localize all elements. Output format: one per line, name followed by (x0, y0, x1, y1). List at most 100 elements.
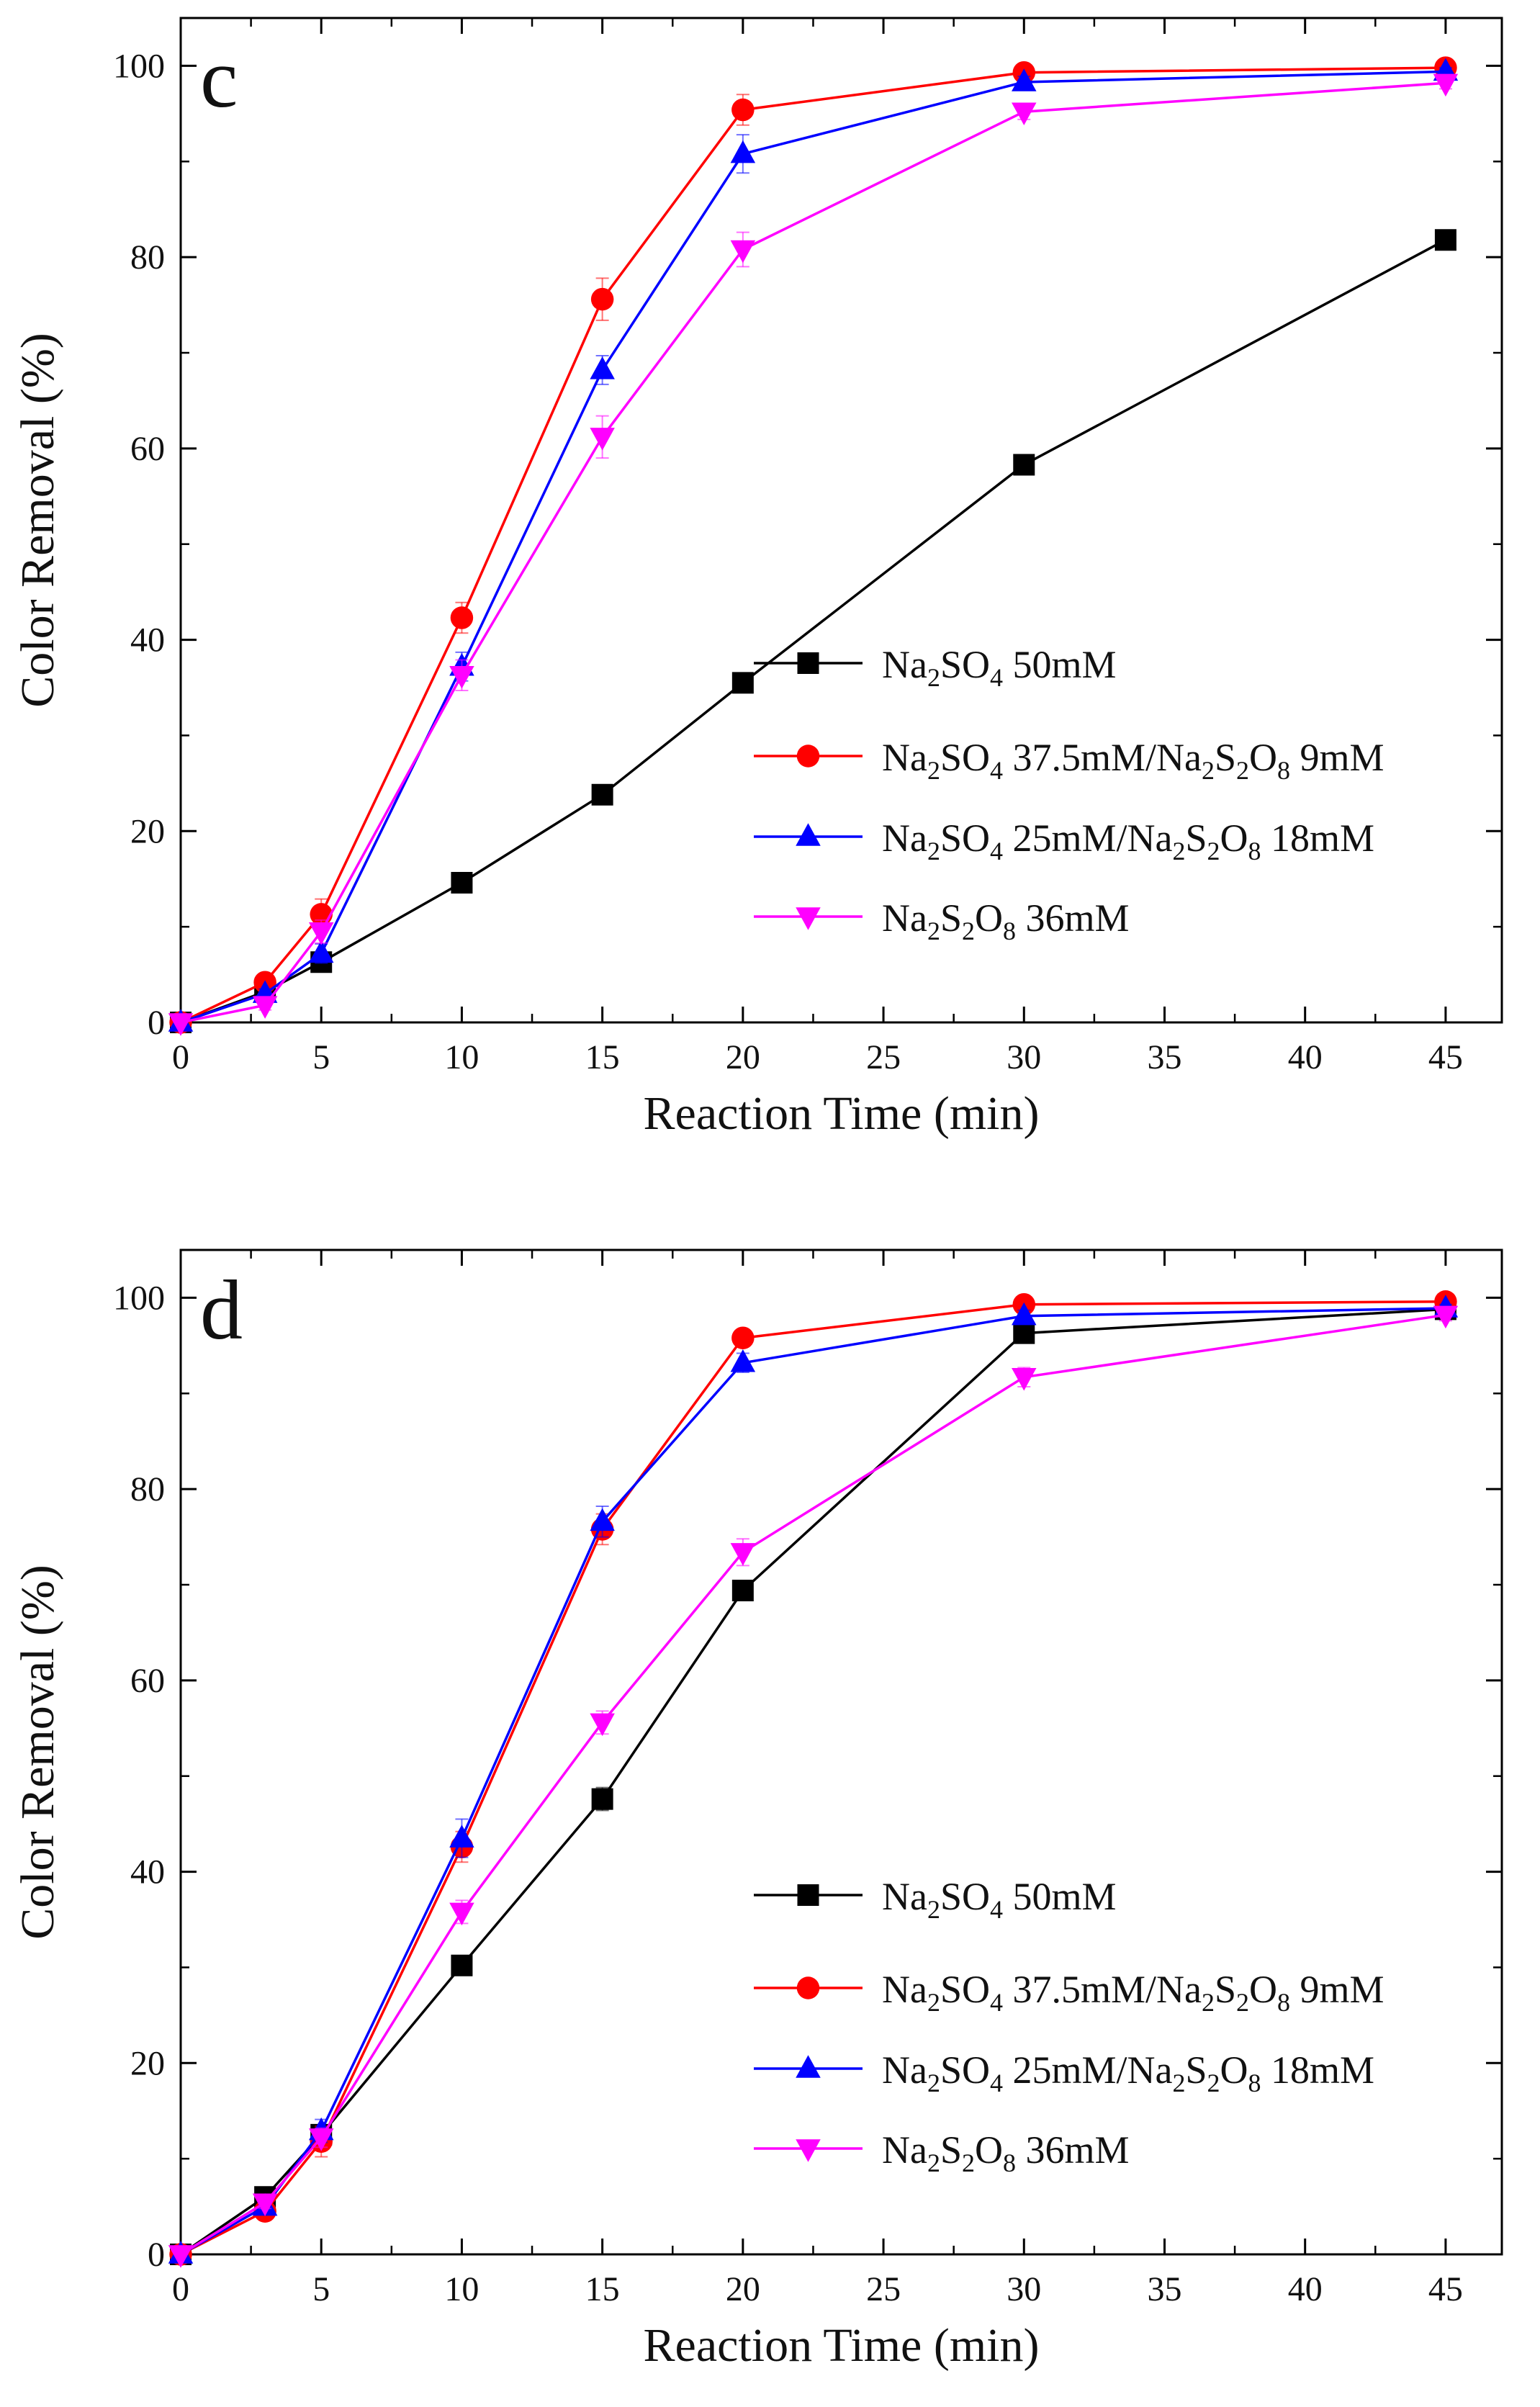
y-axis-title: Color Removal (%) (12, 1565, 64, 1940)
legend-subscript: 2 (927, 663, 940, 692)
y-tick-label: 40 (130, 1853, 165, 1891)
legend-subscript: 4 (990, 756, 1003, 785)
x-tick-label: 0 (172, 1038, 189, 1076)
legend-subscript: 4 (990, 837, 1003, 865)
series-0 (170, 1298, 1456, 2265)
legend-label: Na2SO4 50mM (882, 1875, 1117, 1924)
legend-label: Na2SO4 37.5mM/Na2S2O8 9mM (882, 1968, 1384, 2017)
series-line (180, 66, 1446, 1024)
legend-text-part: SO (940, 736, 990, 779)
legend-marker (796, 2139, 821, 2162)
x-tick-label: 5 (312, 1038, 330, 1076)
legend-subscript: 2 (1207, 837, 1220, 865)
legend-marker (797, 652, 819, 674)
series-line (180, 1307, 1446, 2256)
legend-text-part: 36mM (1016, 896, 1130, 940)
legend-subscript: 2 (1173, 837, 1186, 865)
series-1 (169, 1290, 1457, 2266)
series-line (180, 1313, 1446, 2256)
data-point (1012, 68, 1037, 91)
legend-subscript: 2 (927, 1895, 940, 1924)
y-tick-label: 100 (113, 1279, 165, 1317)
legend-text-part: O (1249, 736, 1277, 779)
y-tick-label: 60 (130, 1662, 165, 1700)
data-point (1433, 73, 1459, 97)
y-tick-label: 0 (148, 2236, 165, 2274)
data-point (730, 140, 756, 163)
series-2 (168, 1295, 1459, 2264)
legend-text-part: 25mM/Na (1003, 816, 1173, 860)
x-tick-label: 35 (1147, 2270, 1181, 2308)
legend-subscript: 2 (927, 837, 940, 865)
legend-text-part: SO (940, 1968, 990, 2011)
legend-label: Na2S2O8 36mM (882, 896, 1130, 945)
data-point (731, 1326, 755, 1349)
data-point (1012, 102, 1037, 125)
legend-subscript: 2 (927, 756, 940, 785)
x-tick-label: 20 (726, 2270, 760, 2308)
data-point (590, 356, 615, 379)
legend-text-part: Na (882, 1875, 927, 1918)
data-point (1013, 454, 1035, 476)
data-point (449, 1902, 474, 1926)
legend-subscript: 8 (1248, 837, 1261, 865)
legend-subscript: 2 (1202, 1988, 1215, 2017)
data-point (590, 1713, 615, 1737)
data-point (252, 2193, 278, 2217)
legend-text-part: SO (940, 2048, 990, 2092)
x-tick-label: 0 (172, 2270, 189, 2308)
y-tick-label: 80 (130, 238, 165, 276)
x-tick-label: 35 (1147, 1038, 1181, 1076)
series-3 (168, 1305, 1459, 2268)
legend-text-part: O (1220, 816, 1248, 860)
legend-text-part: O (975, 896, 1003, 940)
data-point (449, 1825, 474, 1848)
legend-text-part: 50mM (1003, 643, 1117, 686)
x-tick-label: 40 (1288, 2270, 1323, 2308)
data-point (590, 428, 615, 451)
legend-label: Na2SO4 25mM/Na2S2O8 18mM (882, 816, 1374, 865)
legend-text-part: 37.5mM/Na (1003, 1968, 1202, 2011)
x-tick-label: 45 (1428, 1038, 1463, 1076)
series-line (180, 1300, 1446, 2256)
legend-subscript: 2 (1202, 756, 1215, 785)
data-point (730, 240, 756, 264)
x-tick-label: 30 (1007, 1038, 1041, 1076)
legend-label: Na2SO4 37.5mM/Na2S2O8 9mM (882, 736, 1384, 785)
x-tick-label: 25 (866, 1038, 901, 1076)
y-tick-label: 40 (130, 621, 165, 660)
legend-subscript: 8 (1248, 2069, 1261, 2097)
data-point (168, 1013, 194, 1036)
series-1 (169, 56, 1457, 1034)
data-point (1012, 1367, 1037, 1391)
x-tick-label: 10 (444, 2270, 479, 2308)
y-tick-label: 80 (130, 1470, 165, 1508)
plot-frame (179, 17, 1503, 1024)
x-axis-title: Reaction Time (min) (644, 2319, 1040, 2372)
panel-letter: d (200, 1263, 243, 1357)
legend-text-part: SO (940, 816, 990, 860)
data-point (591, 1788, 613, 1810)
legend-text-part: SO (940, 1875, 990, 1918)
legend-subscript: 4 (990, 1895, 1003, 1924)
legend-subscript: 2 (927, 2149, 940, 2177)
legend-text-part: Na (882, 736, 927, 779)
legend-subscript: 8 (1277, 1988, 1290, 2017)
legend-subscript: 8 (1003, 917, 1016, 945)
legend-text-part: S (1215, 1968, 1236, 2011)
data-point (308, 922, 334, 945)
legend-subscript: 2 (1236, 1988, 1249, 2017)
data-point (730, 1543, 756, 1566)
x-tick-label: 15 (585, 2270, 620, 2308)
legend-marker (796, 823, 821, 846)
legend-subscript: 8 (1003, 2149, 1016, 2177)
series-2 (168, 58, 1459, 1032)
legend-text-part: Na (882, 643, 927, 686)
x-axis-title: Reaction Time (min) (644, 1087, 1040, 1140)
legend-marker (796, 1976, 820, 1999)
data-point (1433, 1305, 1459, 1329)
legend-text-part: Na (882, 2048, 927, 2092)
series-line (180, 81, 1446, 1024)
legend-subscript: 2 (1236, 756, 1249, 785)
